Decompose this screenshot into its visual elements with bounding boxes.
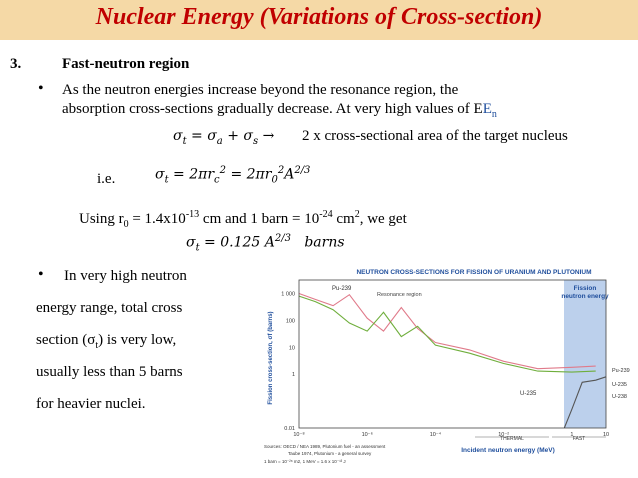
y-tick-label: 1 <box>292 372 295 378</box>
y-tick-labels: 1 000 100 10 1 0.01 <box>281 291 295 432</box>
series-line-u-238 <box>563 376 607 429</box>
fast-label: FAST <box>573 436 586 442</box>
equation-geometric-cross-section: σt = 2πrc2 = 2πr02A2/3 <box>155 165 311 186</box>
section-number: 3. <box>10 56 22 72</box>
fission-band-label: Fission neutron energy <box>561 285 609 300</box>
using-text: Using r0 = 1.4x10-13 cm and 1 barn = 10-… <box>79 209 407 230</box>
thermal-label: THERMAL <box>500 436 524 442</box>
plot-frame <box>298 279 607 429</box>
equation-total-cross-section: σt = σa + σs → <box>173 128 275 147</box>
series-label-pu239-right: Pu-239 <box>612 368 630 374</box>
y-tick-label: 100 <box>286 318 295 324</box>
x-axis-label: Incident neutron energy (MeV) <box>461 447 555 454</box>
series-label-u235-right: U-235 <box>612 382 627 388</box>
fission-energy-band <box>564 280 606 428</box>
series-label-u235: U-235 <box>520 391 537 397</box>
bullet2-line3: section (σt) is very low, <box>36 332 177 351</box>
cross-section-chart: NEUTRON CROSS-SECTIONS FOR FISSION OF UR… <box>262 266 632 474</box>
y-tick-label: 1 000 <box>281 291 295 297</box>
y-tick-label: 10 <box>289 345 295 351</box>
equation-barns: σt = 0.125 A2/3 barns <box>186 233 345 254</box>
title-bar <box>0 0 638 40</box>
series-line-pu-239 <box>298 292 596 370</box>
x-tick-label: 10⁻² <box>498 432 509 438</box>
series-label-u238: U-238 <box>612 394 627 400</box>
x-tick-labels: 10⁻⁸ 10⁻⁶ 10⁻⁴ 10⁻² 1 10 <box>293 431 609 438</box>
bullet2-line4: usually less than 5 barns <box>36 364 183 380</box>
series-label-pu239: Pu-239 <box>332 286 352 292</box>
slide-title: Nuclear Energy (Variations of Cross-sect… <box>95 4 543 30</box>
bullet2-line1: In very high neutron <box>64 268 187 284</box>
x-tick-label: 10⁻⁸ <box>293 431 304 438</box>
ie-label: i.e. <box>97 171 116 187</box>
source-line-2: Taube 1974, Plutonium - a general survey <box>288 451 372 456</box>
bullet2-line5: for heavier nuclei. <box>36 396 146 412</box>
bullet2-line2: energy range, total cross <box>36 300 183 316</box>
source-line-1: Sources: OECD / NEA 1989, Plutonium fuel… <box>264 444 386 449</box>
x-tick-label: 10⁻⁶ <box>362 431 373 438</box>
equation-description: 2 x cross-sectional area of the target n… <box>302 128 568 144</box>
bullet1-line2: absorption cross-sections gradually decr… <box>62 101 497 120</box>
series-line-u-235 <box>298 295 596 373</box>
series-layer <box>298 292 607 429</box>
bullet-dot: • <box>38 80 44 97</box>
chart-title: NEUTRON CROSS-SECTIONS FOR FISSION OF UR… <box>356 269 591 276</box>
bullet-dot: • <box>38 266 44 283</box>
bullet1-line1: As the neutron energies increase beyond … <box>62 82 459 98</box>
y-axis-label: Fission cross-section, σf (barns) <box>268 311 274 404</box>
source-line-3: 1 barn = 10⁻²⁸ m2, 1 MeV = 1.6 x 10⁻¹³ J <box>264 459 346 464</box>
section-heading: Fast-neutron region <box>62 56 190 72</box>
x-tick-label: 1 <box>570 432 573 438</box>
x-tick-label: 10⁻⁴ <box>430 431 442 438</box>
x-tick-label: 10 <box>603 432 609 438</box>
resonance-region-label: Resonance region <box>377 292 422 298</box>
y-tick-label: 0.01 <box>284 426 295 432</box>
